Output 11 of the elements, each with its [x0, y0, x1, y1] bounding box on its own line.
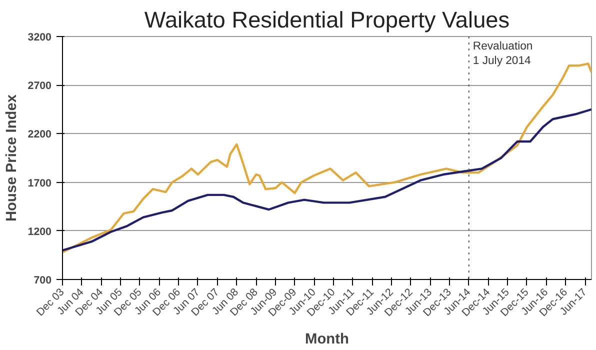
- y-tick-label: 3200: [28, 32, 52, 44]
- ref-line-label: Revaluation 1 July 2014: [472, 40, 533, 67]
- y-axis-title: House Price Index: [4, 94, 20, 222]
- y-tick-label: 2700: [28, 80, 52, 92]
- chart-title: Waikato Residential Property Values: [144, 6, 510, 32]
- y-tick-label: 1200: [28, 226, 52, 238]
- x-axis-title: Month: [305, 331, 350, 348]
- y-tick-label: 2200: [28, 128, 52, 141]
- y-tick-label: 700: [34, 274, 52, 286]
- y-tick-label: 1700: [28, 177, 52, 190]
- line-series: [62, 108, 592, 252]
